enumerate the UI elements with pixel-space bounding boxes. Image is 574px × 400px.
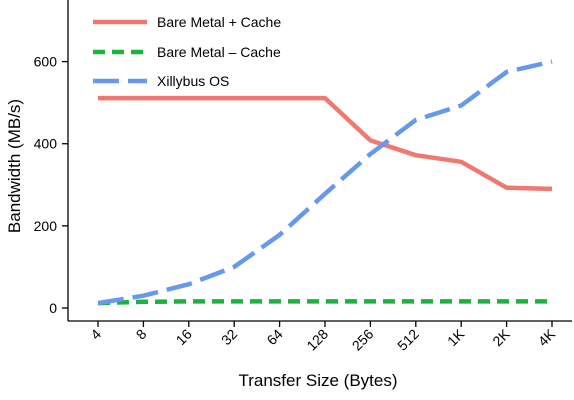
x-tick-label: 4 bbox=[87, 326, 104, 343]
legend: Bare Metal + Cache Bare Metal – Cache Xill… bbox=[93, 14, 281, 89]
x-tick-label: 8 bbox=[133, 326, 150, 343]
x-tick-label: 2K bbox=[489, 325, 513, 349]
legend-label: Bare Metal + Cache bbox=[157, 14, 281, 30]
y-tick-label: 0 bbox=[49, 300, 57, 316]
y-tick-label: 600 bbox=[34, 54, 58, 70]
x-ticks: 4 8 16 32 64 128 256 512 1K 2K 4K bbox=[87, 321, 559, 354]
series-line bbox=[98, 95, 553, 192]
legend-label: Bare Metal – Cache bbox=[157, 44, 281, 60]
x-tick-label: 4K bbox=[535, 325, 559, 349]
x-tick-label: 256 bbox=[349, 326, 377, 354]
x-tick-label: 16 bbox=[173, 326, 195, 348]
y-ticks: 0 200 400 600 bbox=[34, 54, 68, 316]
x-tick-label: 512 bbox=[394, 326, 422, 354]
x-tick-label: 1K bbox=[444, 325, 468, 349]
x-axis-label: Transfer Size (Bytes) bbox=[238, 371, 397, 390]
series-line bbox=[97, 59, 553, 306]
y-tick-label: 400 bbox=[34, 136, 58, 152]
y-axis-label: Bandwidth (MB/s) bbox=[5, 99, 24, 233]
x-tick-label: 32 bbox=[218, 326, 240, 348]
y-tick-label: 200 bbox=[34, 218, 58, 234]
axes bbox=[67, 0, 572, 322]
x-tick-label: 128 bbox=[303, 326, 331, 354]
series-lines bbox=[97, 59, 553, 306]
series-line bbox=[97, 299, 552, 306]
x-tick-label: 64 bbox=[263, 326, 285, 348]
legend-label: Xillybus OS bbox=[157, 73, 229, 89]
